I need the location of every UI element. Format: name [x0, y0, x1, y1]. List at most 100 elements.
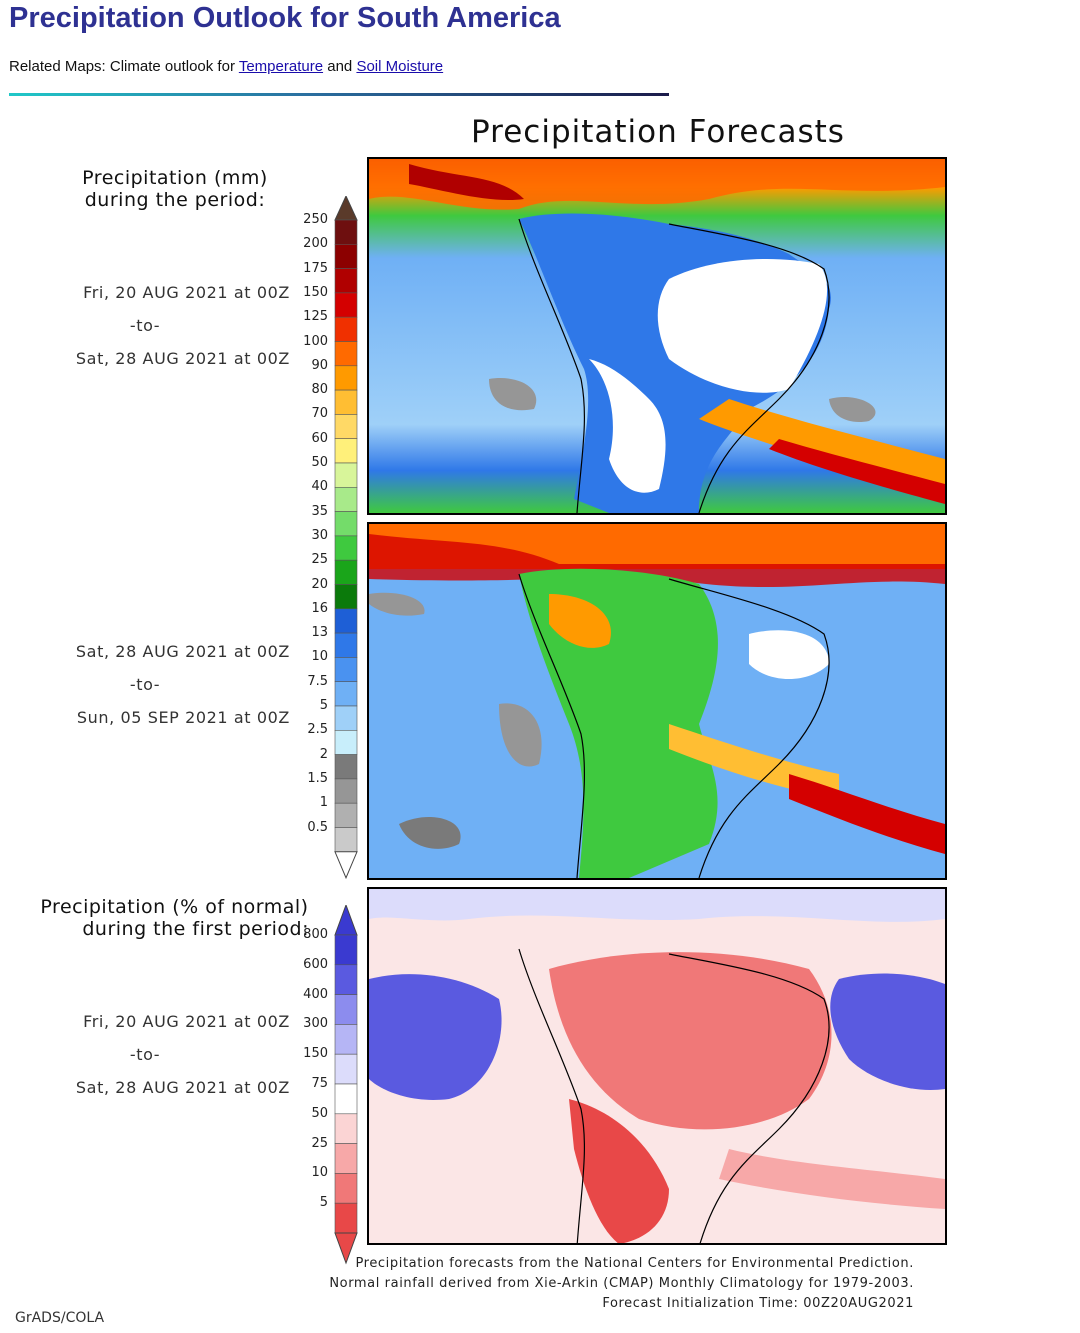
mm-tick-label: 1: [319, 795, 328, 811]
mm-colorbar-segment: [334, 365, 358, 391]
pct-tick-label: 300: [303, 1016, 328, 1032]
map-period-2: [367, 522, 947, 880]
period-3-end: Sat, 28 AUG 2021 at 00Z: [75, 1078, 290, 1097]
grads-cola-label: GrADS/COLA: [15, 1310, 105, 1326]
mm-colorbar-segment: [334, 559, 358, 585]
pct-tick-label: 150: [303, 1046, 328, 1062]
mm-tick-label: 25: [311, 552, 328, 568]
period-3-start: Fri, 20 AUG 2021 at 00Z: [83, 1012, 290, 1031]
mm-colorbar-segment: [334, 268, 358, 294]
mm-tick-label: 250: [303, 212, 328, 227]
mm-tick-label: 150: [303, 284, 328, 300]
pct-colorbar-segment: [334, 934, 358, 966]
pct-tick-label: 50: [311, 1105, 328, 1121]
pct-colorbar-segment: [334, 1024, 358, 1055]
mm-colorbar-graphic: [334, 196, 358, 880]
pct-colorbar-segment: [334, 1143, 358, 1174]
mm-colorbar-segment: [334, 292, 358, 318]
map-period-1-graphic: [369, 159, 945, 513]
period-1-to: -to-: [129, 316, 161, 335]
mm-tick-label: 60: [311, 430, 328, 446]
pct-tick-label: 400: [303, 986, 328, 1002]
mm-colorbar-segment: [334, 729, 358, 755]
mm-colorbar-segment: [334, 802, 358, 828]
mm-tick-label: 35: [311, 503, 328, 519]
mm-colorbar-segment: [334, 341, 358, 367]
mm-tick-label: 13: [311, 625, 328, 641]
pct-tick-label: 10: [311, 1165, 328, 1181]
mm-tick-label: 2.5: [307, 722, 328, 738]
mm-tick-label: 125: [303, 309, 328, 325]
pct-colorbar-bottom-cap: [334, 1232, 358, 1265]
mm-tick-label: 2: [319, 746, 328, 762]
pct-colorbar-graphic: [334, 905, 358, 1265]
period-2-start: Sat, 28 AUG 2021 at 00Z: [75, 642, 290, 661]
mm-tick-label: 100: [303, 333, 328, 349]
soil-moisture-link[interactable]: Soil Moisture: [356, 58, 444, 75]
mm-colorbar-segment: [334, 243, 358, 269]
related-maps: Related Maps: Climate outlook for Temper…: [9, 58, 443, 75]
map-period-2-graphic: [369, 524, 945, 878]
pct-colorbar-segment: [334, 1083, 358, 1115]
period-2-end: Sun, 05 SEP 2021 at 00Z: [76, 708, 290, 727]
temperature-link[interactable]: Temperature: [238, 58, 324, 75]
mm-colorbar-segment: [334, 584, 358, 610]
period-1: Fri, 20 AUG 2021 at 00Z -to- Sat, 28 AUG…: [30, 276, 290, 375]
mm-tick-label: 70: [311, 406, 328, 422]
mm-colorbar-segment: [334, 705, 358, 731]
mm-colorbar-segment: [334, 219, 358, 245]
map-percent-normal: [367, 887, 947, 1245]
pct-legend-line2: during the first period:: [82, 918, 309, 940]
mm-colorbar-segment: [334, 608, 358, 634]
mm-colorbar-segment: [334, 681, 358, 707]
mm-tick-label: 50: [311, 455, 328, 470]
credits-line2: Normal rainfall derived from Xie-Arkin (…: [329, 1276, 914, 1291]
pct-legend-line1: Precipitation (% of normal): [40, 896, 309, 918]
mm-tick-label: 10: [311, 649, 328, 665]
pct-colorbar-segment: [334, 1113, 358, 1144]
mm-colorbar-segment: [334, 754, 358, 780]
period-1-end: Sat, 28 AUG 2021 at 00Z: [75, 349, 290, 368]
mm-legend-heading: Precipitation (mm) during the period:: [60, 167, 290, 211]
page-title: Precipitation Outlook for South America: [9, 2, 561, 34]
pct-tick-label: 600: [303, 956, 328, 972]
mm-tick-label: 1.5: [307, 770, 328, 786]
mm-colorbar-segment: [334, 462, 358, 488]
mm-tick-label: 200: [303, 236, 328, 252]
period-2: Sat, 28 AUG 2021 at 00Z -to- Sun, 05 SEP…: [30, 635, 290, 734]
credits-line1: Precipitation forecasts from the Nationa…: [355, 1256, 914, 1271]
pct-colorbar-segment: [334, 994, 358, 1025]
mm-colorbar-segment: [334, 535, 358, 561]
mm-colorbar-segment: [334, 778, 358, 804]
mm-tick-label: 0.5: [307, 819, 328, 835]
mm-colorbar-segment: [334, 414, 358, 439]
mm-tick-label: 7.5: [307, 673, 328, 689]
period-3-to: -to-: [129, 1045, 161, 1064]
mm-legend-line2: during the period:: [84, 189, 266, 211]
pct-colorbar-segment: [334, 1053, 358, 1085]
pct-tick-label: 800: [303, 927, 328, 942]
mm-colorbar-bottom-cap: [334, 851, 358, 880]
pct-legend-heading: Precipitation (% of normal) during the f…: [22, 896, 327, 940]
related-and: and: [327, 58, 353, 75]
pct-tick-label: 25: [311, 1135, 328, 1151]
header-divider: [9, 93, 669, 96]
pct-colorbar-segment: [334, 964, 358, 995]
pct-tick-label: 75: [311, 1076, 328, 1091]
mm-colorbar-segment: [334, 486, 358, 512]
mm-colorbar-segment: [334, 632, 358, 658]
mm-tick-label: 20: [311, 576, 328, 592]
mm-tick-label: 80: [311, 382, 328, 398]
credits-line3: Forecast Initialization Time: 00Z20AUG20…: [602, 1296, 914, 1311]
pct-colorbar-top-cap: [334, 905, 358, 936]
pct-colorbar-segment: [334, 1202, 358, 1234]
mm-tick-label: 5: [319, 698, 328, 713]
mm-tick-label: 90: [311, 357, 328, 373]
mm-tick-label: 40: [311, 479, 328, 495]
map-percent-normal-graphic: [369, 889, 945, 1243]
mm-tick-label: 16: [311, 600, 328, 616]
mm-tick-label: 30: [311, 527, 328, 543]
mm-colorbar-segment: [334, 438, 358, 464]
mm-colorbar-segment: [334, 657, 358, 682]
figure-title: Precipitation Forecasts: [471, 114, 845, 150]
